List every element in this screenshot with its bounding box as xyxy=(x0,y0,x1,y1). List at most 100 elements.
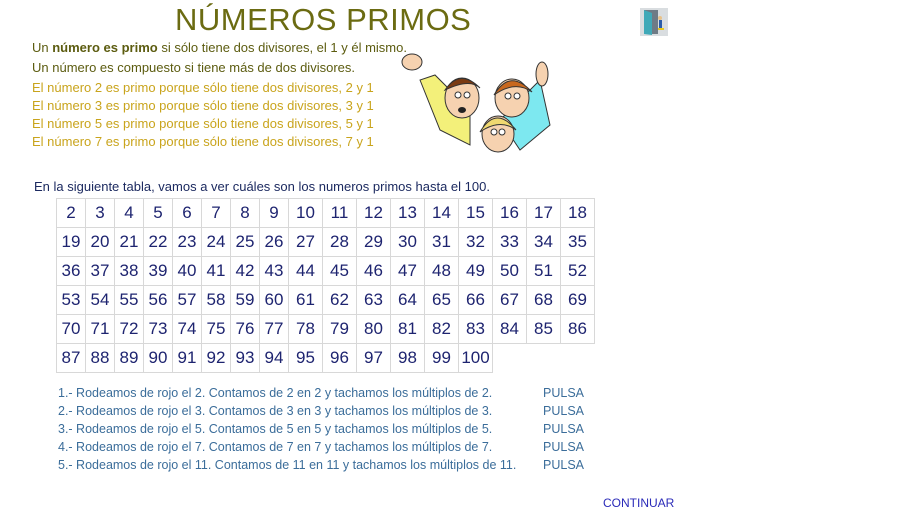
number-cell[interactable]: 15 xyxy=(458,198,493,228)
number-cell[interactable]: 40 xyxy=(172,256,202,286)
number-cell[interactable]: 51 xyxy=(526,256,561,286)
number-cell[interactable]: 93 xyxy=(230,343,260,373)
number-cell[interactable]: 62 xyxy=(322,285,357,315)
number-cell[interactable]: 20 xyxy=(85,227,115,257)
number-cell[interactable]: 24 xyxy=(201,227,231,257)
number-cell[interactable]: 42 xyxy=(230,256,260,286)
number-cell[interactable]: 41 xyxy=(201,256,231,286)
number-cell[interactable]: 55 xyxy=(114,285,144,315)
number-cell[interactable]: 79 xyxy=(322,314,357,344)
number-cell[interactable]: 2 xyxy=(56,198,86,228)
number-cell[interactable]: 19 xyxy=(56,227,86,257)
number-cell[interactable]: 83 xyxy=(458,314,493,344)
number-cell[interactable]: 86 xyxy=(560,314,595,344)
number-cell[interactable]: 37 xyxy=(85,256,115,286)
continue-button[interactable]: CONTINUAR xyxy=(603,496,675,510)
number-cell[interactable]: 44 xyxy=(288,256,323,286)
number-cell[interactable]: 17 xyxy=(526,198,561,228)
number-cell[interactable]: 50 xyxy=(492,256,527,286)
number-cell[interactable]: 77 xyxy=(259,314,289,344)
number-cell[interactable]: 28 xyxy=(322,227,357,257)
number-cell[interactable]: 33 xyxy=(492,227,527,257)
number-cell[interactable]: 14 xyxy=(424,198,459,228)
number-cell[interactable]: 97 xyxy=(356,343,391,373)
number-cell[interactable]: 47 xyxy=(390,256,425,286)
number-cell[interactable]: 65 xyxy=(424,285,459,315)
number-cell[interactable]: 6 xyxy=(172,198,202,228)
number-cell[interactable]: 16 xyxy=(492,198,527,228)
number-cell[interactable]: 12 xyxy=(356,198,391,228)
pulsa-button[interactable]: PULSA xyxy=(543,440,584,454)
number-cell[interactable]: 36 xyxy=(56,256,86,286)
number-cell[interactable]: 7 xyxy=(201,198,231,228)
pulsa-button[interactable]: PULSA xyxy=(543,458,584,472)
number-cell[interactable]: 45 xyxy=(322,256,357,286)
number-cell[interactable]: 48 xyxy=(424,256,459,286)
number-cell[interactable]: 70 xyxy=(56,314,86,344)
number-cell[interactable]: 80 xyxy=(356,314,391,344)
number-cell[interactable]: 3 xyxy=(85,198,115,228)
number-cell[interactable]: 22 xyxy=(143,227,173,257)
number-cell[interactable]: 30 xyxy=(390,227,425,257)
number-cell[interactable]: 43 xyxy=(259,256,289,286)
number-cell[interactable]: 8 xyxy=(230,198,260,228)
number-cell[interactable]: 21 xyxy=(114,227,144,257)
number-cell[interactable]: 66 xyxy=(458,285,493,315)
number-cell[interactable]: 63 xyxy=(356,285,391,315)
number-cell[interactable]: 35 xyxy=(560,227,595,257)
number-cell[interactable]: 87 xyxy=(56,343,86,373)
number-cell[interactable]: 99 xyxy=(424,343,459,373)
number-cell[interactable]: 54 xyxy=(85,285,115,315)
pulsa-button[interactable]: PULSA xyxy=(543,404,584,418)
pulsa-button[interactable]: PULSA xyxy=(543,422,584,436)
number-cell[interactable]: 96 xyxy=(322,343,357,373)
number-cell[interactable]: 10 xyxy=(288,198,323,228)
number-cell[interactable]: 68 xyxy=(526,285,561,315)
number-cell[interactable]: 25 xyxy=(230,227,260,257)
number-cell[interactable]: 84 xyxy=(492,314,527,344)
number-cell[interactable]: 39 xyxy=(143,256,173,286)
number-cell[interactable]: 100 xyxy=(458,343,493,373)
number-cell[interactable]: 75 xyxy=(201,314,231,344)
number-cell[interactable]: 58 xyxy=(201,285,231,315)
number-cell[interactable]: 26 xyxy=(259,227,289,257)
number-cell[interactable]: 13 xyxy=(390,198,425,228)
number-cell[interactable]: 56 xyxy=(143,285,173,315)
pulsa-button[interactable]: PULSA xyxy=(543,386,584,400)
number-cell[interactable]: 61 xyxy=(288,285,323,315)
number-cell[interactable]: 92 xyxy=(201,343,231,373)
number-cell[interactable]: 95 xyxy=(288,343,323,373)
number-cell[interactable]: 11 xyxy=(322,198,357,228)
number-cell[interactable]: 98 xyxy=(390,343,425,373)
number-cell[interactable]: 53 xyxy=(56,285,86,315)
number-cell[interactable]: 27 xyxy=(288,227,323,257)
number-cell[interactable]: 4 xyxy=(114,198,144,228)
number-cell[interactable]: 91 xyxy=(172,343,202,373)
number-cell[interactable]: 23 xyxy=(172,227,202,257)
number-cell[interactable]: 82 xyxy=(424,314,459,344)
number-cell[interactable]: 31 xyxy=(424,227,459,257)
number-cell[interactable]: 73 xyxy=(143,314,173,344)
number-cell[interactable]: 89 xyxy=(114,343,144,373)
number-cell[interactable]: 60 xyxy=(259,285,289,315)
number-cell[interactable]: 88 xyxy=(85,343,115,373)
number-cell[interactable]: 57 xyxy=(172,285,202,315)
number-cell[interactable]: 46 xyxy=(356,256,391,286)
number-cell[interactable]: 59 xyxy=(230,285,260,315)
number-cell[interactable]: 72 xyxy=(114,314,144,344)
number-cell[interactable]: 90 xyxy=(143,343,173,373)
number-cell[interactable]: 76 xyxy=(230,314,260,344)
number-cell[interactable]: 74 xyxy=(172,314,202,344)
number-cell[interactable]: 9 xyxy=(259,198,289,228)
number-cell[interactable]: 85 xyxy=(526,314,561,344)
number-cell[interactable]: 52 xyxy=(560,256,595,286)
number-cell[interactable]: 71 xyxy=(85,314,115,344)
number-cell[interactable]: 69 xyxy=(560,285,595,315)
number-cell[interactable]: 67 xyxy=(492,285,527,315)
number-cell[interactable]: 94 xyxy=(259,343,289,373)
number-cell[interactable]: 78 xyxy=(288,314,323,344)
number-cell[interactable]: 81 xyxy=(390,314,425,344)
number-cell[interactable]: 32 xyxy=(458,227,493,257)
number-cell[interactable]: 5 xyxy=(143,198,173,228)
number-cell[interactable]: 18 xyxy=(560,198,595,228)
